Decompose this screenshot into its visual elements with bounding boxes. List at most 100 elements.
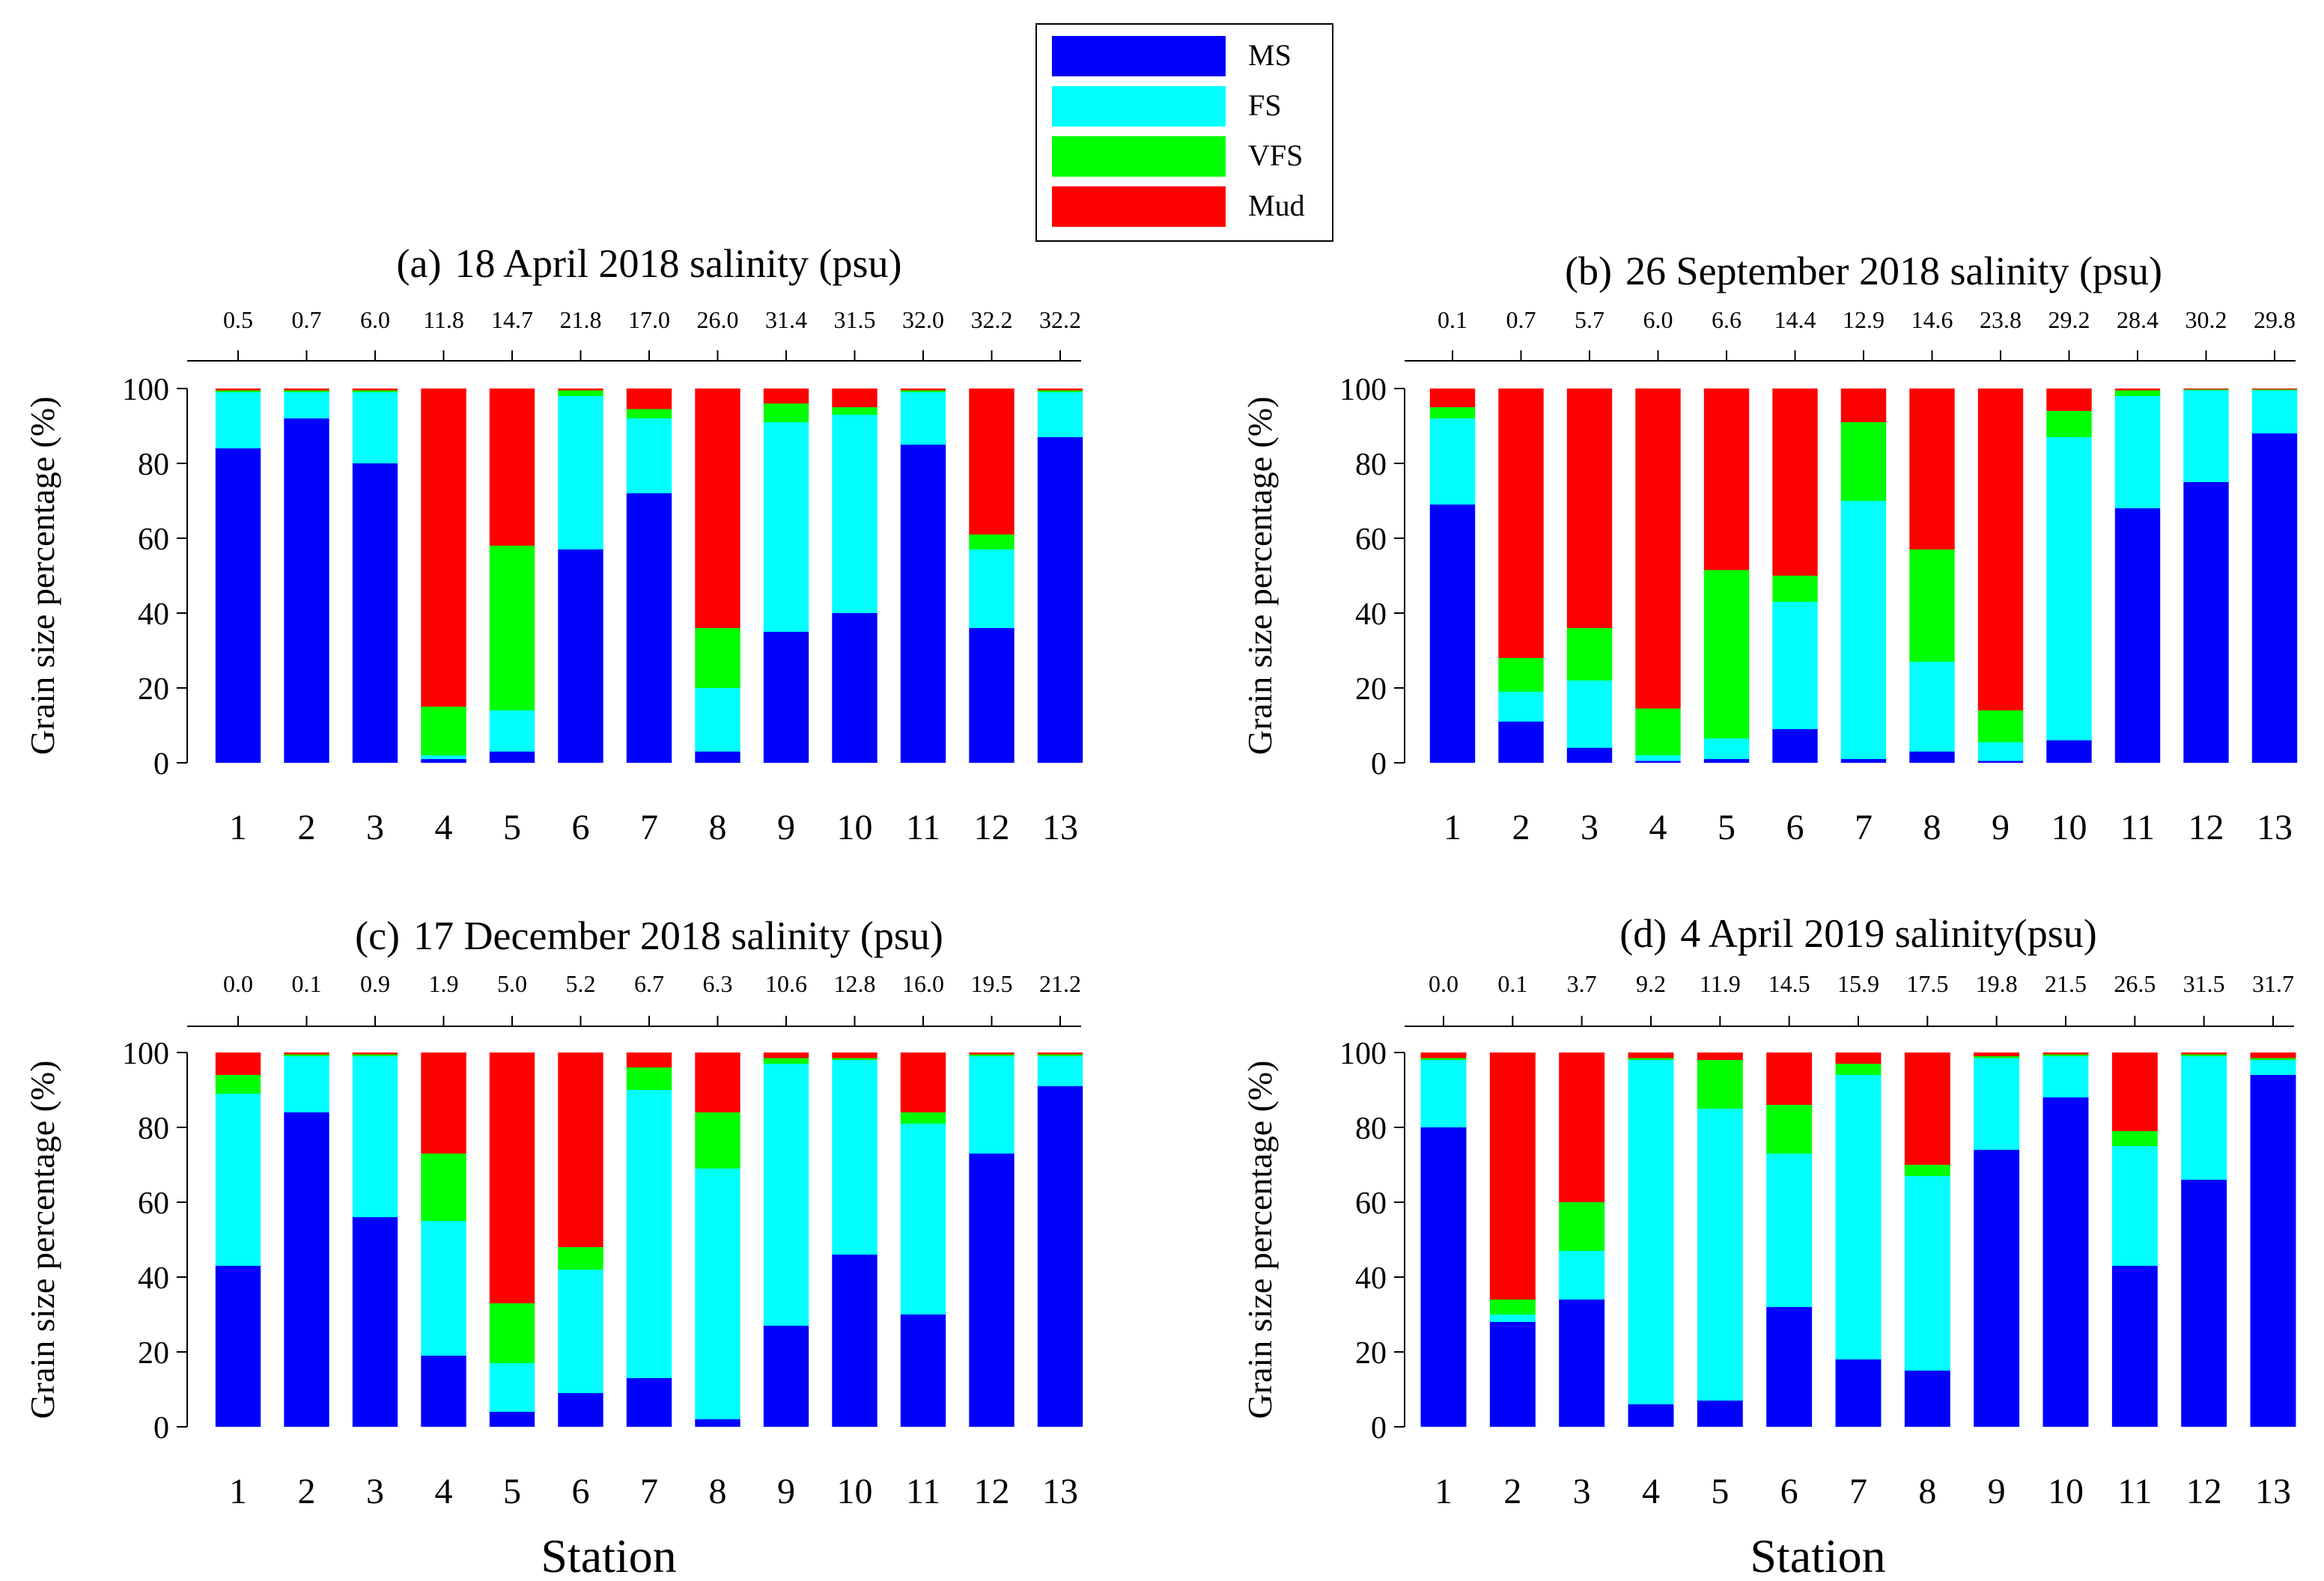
bar-fs-station-3 <box>352 1056 398 1217</box>
bar-vfs-station-9 <box>1977 710 2024 743</box>
bar-vfs-station-10 <box>832 1058 877 1060</box>
bar-vfs-station-9 <box>1974 1056 2020 1058</box>
bar-ms-station-3 <box>352 463 398 763</box>
bar-vfs-station-7 <box>1835 1064 1882 1075</box>
bar-fs-station-6 <box>558 1270 603 1393</box>
salinity-label: 19.8 <box>1976 970 2018 997</box>
y-tick-label: 100 <box>1339 373 1387 407</box>
x-axis-title: Station <box>1750 1529 1885 1581</box>
bar-vfs-station-5 <box>489 546 535 710</box>
legend: MS FS VFS Mud <box>1035 23 1333 242</box>
bar-vfs-station-6 <box>558 1247 603 1270</box>
legend-label-vfs: VFS <box>1248 138 1303 172</box>
salinity-label: 31.4 <box>765 306 807 333</box>
station-label: 5 <box>1711 1472 1729 1511</box>
y-tick-label: 60 <box>138 1186 169 1221</box>
bar-vfs-station-9 <box>763 403 809 422</box>
station-label: 9 <box>1992 808 2010 847</box>
bar-mud-station-2 <box>1498 389 1544 658</box>
salinity-label: 11.9 <box>1700 970 1741 997</box>
y-tick-label: 40 <box>1355 1261 1387 1296</box>
station-label: 9 <box>777 808 795 847</box>
bar-mud-station-11 <box>2114 389 2161 391</box>
station-label: 1 <box>229 808 247 847</box>
bar-mud-station-13 <box>1037 1053 1083 1055</box>
panel-title-text: 17 December 2018 salinity (psu) <box>413 913 943 958</box>
salinity-label: 0.9 <box>360 970 390 997</box>
bar-mud-station-4 <box>1628 1053 1674 1058</box>
bar-fs-station-9 <box>1977 742 2024 761</box>
bar-vfs-station-2 <box>1498 658 1544 692</box>
panel-c: (c) 17 December 2018 salinity (psu) 0.0 0.1… <box>23 913 1083 1581</box>
station-label: 1 <box>1435 1472 1452 1511</box>
bar-vfs-station-6 <box>1766 1105 1813 1154</box>
bar-ms-station-4 <box>1635 761 1681 763</box>
bar-ms-station-5 <box>489 752 535 763</box>
salinity-label: 16.0 <box>902 970 944 997</box>
bar-vfs-station-4 <box>421 707 466 755</box>
legend-swatch-vfs <box>1052 136 1226 177</box>
station-label: 4 <box>1649 808 1667 847</box>
bar-fs-station-10 <box>832 415 877 613</box>
bar-ms-station-3 <box>1559 1300 1605 1427</box>
bar-ms-station-11 <box>900 1315 946 1427</box>
station-label: 10 <box>2051 808 2087 847</box>
bar-vfs-station-10 <box>832 407 877 415</box>
bar-ms-station-2 <box>1489 1322 1536 1427</box>
salinity-label: 17.0 <box>628 306 670 333</box>
bar-ms-station-12 <box>2183 482 2229 763</box>
bar-fs-station-13 <box>2250 1060 2296 1075</box>
bar-ms-station-11 <box>2114 508 2161 763</box>
bar-ms-station-13 <box>1037 437 1083 763</box>
salinity-label: 0.5 <box>223 306 253 333</box>
y-tick-label: 0 <box>153 747 169 782</box>
bar-vfs-station-11 <box>2114 390 2161 396</box>
bar-mud-station-4 <box>421 1053 466 1154</box>
bar-mud-station-1 <box>215 389 261 391</box>
bar-mud-station-9 <box>1974 1053 2020 1056</box>
salinity-label: 31.7 <box>2252 970 2294 997</box>
bar-fs-station-8 <box>695 688 740 752</box>
bar-ms-station-1 <box>1420 1127 1467 1427</box>
bar-mud-station-9 <box>763 1053 809 1058</box>
salinity-label: 23.8 <box>1980 306 2022 333</box>
bar-fs-station-9 <box>1974 1058 2020 1150</box>
bar-fs-station-4 <box>1628 1060 1674 1404</box>
bar-vfs-station-1 <box>215 1075 261 1094</box>
station-label: 2 <box>298 1472 316 1511</box>
panel-title: (c) 17 December 2018 salinity (psu) <box>355 913 943 958</box>
bar-mud-station-7 <box>626 1053 672 1067</box>
station-label: 12 <box>974 808 1010 847</box>
salinity-label: 30.2 <box>2185 306 2227 333</box>
station-label: 3 <box>366 1472 384 1511</box>
station-label: 8 <box>709 808 727 847</box>
bar-vfs-station-2 <box>284 1054 329 1056</box>
panel-b: (b) 26 September 2018 salinity (psu) 0.1 0.… <box>1241 249 2298 847</box>
bar-vfs-station-8 <box>695 628 740 688</box>
bar-vfs-station-12 <box>969 534 1015 549</box>
legend-swatch-ms <box>1052 36 1226 76</box>
bar-vfs-station-1 <box>1420 1058 1467 1060</box>
salinity-label: 0.7 <box>1506 306 1536 333</box>
bar-mud-station-1 <box>215 1053 261 1075</box>
bar-ms-station-5 <box>1697 1401 1743 1427</box>
bar-fs-station-2 <box>1498 692 1544 722</box>
bar-mud-station-8 <box>1909 389 1955 549</box>
salinity-label: 10.6 <box>765 970 807 997</box>
bar-vfs-station-8 <box>695 1112 740 1169</box>
panel-d: (d) 4 April 2019 salinity(psu) 0.0 0.1 3.7 9.… <box>1241 911 2296 1581</box>
bar-fs-station-3 <box>1559 1251 1605 1300</box>
bar-ms-station-9 <box>763 1326 809 1427</box>
station-label: 11 <box>906 808 940 847</box>
bar-fs-station-8 <box>695 1169 740 1419</box>
station-label: 5 <box>503 1472 521 1511</box>
salinity-label: 3.7 <box>1567 970 1597 997</box>
y-tick-label: 0 <box>1371 747 1387 782</box>
station-label: 13 <box>2257 808 2293 847</box>
bar-mud-station-3 <box>352 389 398 391</box>
bar-fs-station-12 <box>969 549 1015 628</box>
salinity-label: 0.1 <box>1438 306 1467 333</box>
salinity-label: 26.0 <box>697 306 739 333</box>
salinity-label: 31.5 <box>2183 970 2225 997</box>
bar-mud-station-9 <box>1977 389 2024 710</box>
